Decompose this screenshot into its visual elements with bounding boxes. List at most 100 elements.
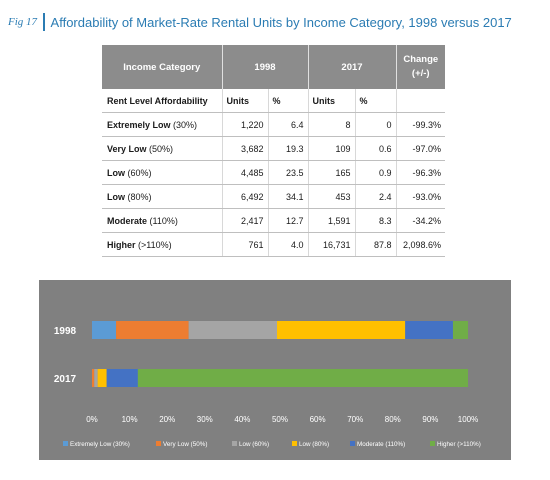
bar-segment: [137, 369, 468, 387]
cell-change: 2,098.6%: [396, 232, 445, 257]
cell-units-1998: 1,220: [222, 112, 269, 137]
cell-units-2017: 453: [308, 184, 356, 209]
header-income-category: Income Category: [102, 45, 223, 89]
header-change: Change (+/-): [396, 45, 445, 89]
cell-change: -93.0%: [396, 184, 445, 209]
cell-pct-1998: 6.4: [268, 112, 309, 137]
cell-units-1998: 4,485: [222, 160, 269, 185]
cell-pct-2017: 0.9: [355, 160, 397, 185]
row-category-range: (60%): [127, 167, 152, 178]
row-category: Low (80%): [102, 184, 223, 209]
cell-pct-2017: 87.8: [355, 232, 397, 257]
cell-change: -99.3%: [396, 112, 445, 137]
subheader-pct-1998: %: [268, 89, 309, 113]
row-category-range: (30%): [173, 119, 198, 130]
cell-change: -97.0%: [396, 136, 445, 161]
cell-units-2017: 1,591: [308, 208, 356, 233]
cell-units-1998: 6,492: [222, 184, 269, 209]
header-divider: [43, 13, 45, 31]
x-tick-label: 30%: [197, 415, 213, 424]
table-row: Moderate (110%) 2,417 12.7 1,591 8.3 -34.2%: [102, 208, 445, 233]
bar-segment: [116, 321, 189, 339]
legend-swatch: [350, 441, 355, 446]
bar-segment: [97, 369, 107, 387]
cell-units-2017: 16,731: [308, 232, 356, 257]
x-tick-label: 100%: [458, 415, 478, 424]
row-category-name: Low: [107, 167, 125, 178]
x-tick-label: 0%: [86, 415, 98, 424]
row-category-name: Very Low: [107, 143, 147, 154]
header-1998: 1998: [222, 45, 309, 89]
bar-segment: [405, 321, 453, 339]
cell-pct-2017: 0.6: [355, 136, 397, 161]
header-change-line2: (+/-): [411, 68, 430, 79]
legend-swatch: [430, 441, 435, 446]
subheader-pct-2017: %: [355, 89, 397, 113]
bar-segment: [92, 321, 117, 339]
table-row: Extremely Low (30%) 1,220 6.4 8 0 -99.3%: [102, 112, 445, 137]
cell-pct-2017: 8.3: [355, 208, 397, 233]
row-category-range: (>110%): [138, 239, 172, 250]
legend-swatch: [63, 441, 68, 446]
row-category-range: (110%): [149, 215, 178, 226]
bar-segment: [106, 369, 138, 387]
cell-pct-2017: 2.4: [355, 184, 397, 209]
cell-units-1998: 3,682: [222, 136, 269, 161]
legend-label: Low (80%): [299, 441, 329, 448]
row-category: Higher (>110%): [102, 232, 223, 257]
cell-pct-1998: 19.3: [268, 136, 309, 161]
cell-units-2017: 165: [308, 160, 356, 185]
x-tick-label: 20%: [159, 415, 175, 424]
row-category-name: Extremely Low: [107, 119, 171, 130]
bar-segment: [92, 369, 95, 387]
subheader-change-empty: [396, 89, 445, 113]
x-tick-label: 40%: [234, 415, 250, 424]
cell-pct-2017: 0: [355, 112, 397, 137]
cell-change: -96.3%: [396, 160, 445, 185]
affordability-table: Income Category 1998 2017 Change (+/-) R…: [102, 45, 445, 257]
subheader-rent-level: Rent Level Affordability: [102, 89, 223, 113]
row-category: Moderate (110%): [102, 208, 223, 233]
row-category-name: Higher: [107, 239, 136, 250]
category-label: 2017: [54, 374, 77, 385]
stacked-bar-chart: 1998 2017 0% 10% 20% 30% 40% 50% 60% 70% 80% 90% 100…: [54, 321, 481, 448]
cell-units-1998: 761: [222, 232, 269, 257]
chart-panel: 1998 2017 0% 10% 20% 30% 40% 50% 60% 70% 80% 90% 100…: [39, 280, 511, 460]
legend-label: Low (60%): [239, 441, 269, 448]
category-label: 1998: [54, 326, 77, 337]
bar-segment: [188, 321, 277, 339]
row-category: Very Low (50%): [102, 136, 223, 161]
figure-title: Affordability of Market-Rate Rental Unit…: [50, 14, 512, 30]
x-tick-label: 90%: [422, 415, 438, 424]
x-tick-label: 80%: [385, 415, 401, 424]
x-tick-label: 70%: [347, 415, 363, 424]
legend-label: Moderate (110%): [357, 441, 405, 448]
cell-units-2017: 109: [308, 136, 356, 161]
cell-pct-1998: 34.1: [268, 184, 309, 209]
subheader-units-2017: Units: [308, 89, 356, 113]
table-subheader-row: Rent Level Affordability Units % Units %: [102, 89, 445, 113]
header-2017: 2017: [308, 45, 397, 89]
figure-header: Fig 17 Affordability of Market-Rate Rent…: [8, 10, 512, 34]
row-category: Extremely Low (30%): [102, 112, 223, 137]
bar-segment: [94, 369, 98, 387]
table-row: Low (60%) 4,485 23.5 165 0.9 -96.3%: [102, 160, 445, 185]
row-category-range: (50%): [149, 143, 174, 154]
x-tick-label: 10%: [122, 415, 138, 424]
legend-label: Very Low (50%): [163, 441, 207, 448]
legend-swatch: [292, 441, 297, 446]
figure-label: Fig 17: [8, 16, 38, 28]
legend-label: Higher (>110%): [437, 441, 481, 448]
bar-segment: [452, 321, 468, 339]
table-row: Higher (>110%) 761 4.0 16,731 87.8 2,098.6%: [102, 232, 445, 257]
legend-swatch: [232, 441, 237, 446]
legend-label: Extremely Low (30%): [70, 441, 130, 448]
x-tick-label: 50%: [272, 415, 288, 424]
cell-pct-1998: 12.7: [268, 208, 309, 233]
row-category-name: Moderate: [107, 215, 148, 226]
cell-units-1998: 2,417: [222, 208, 269, 233]
subheader-units-1998: Units: [222, 89, 269, 113]
cell-pct-1998: 4.0: [268, 232, 309, 257]
x-tick-label: 60%: [310, 415, 326, 424]
table-header-row: Income Category 1998 2017 Change (+/-): [102, 45, 445, 89]
